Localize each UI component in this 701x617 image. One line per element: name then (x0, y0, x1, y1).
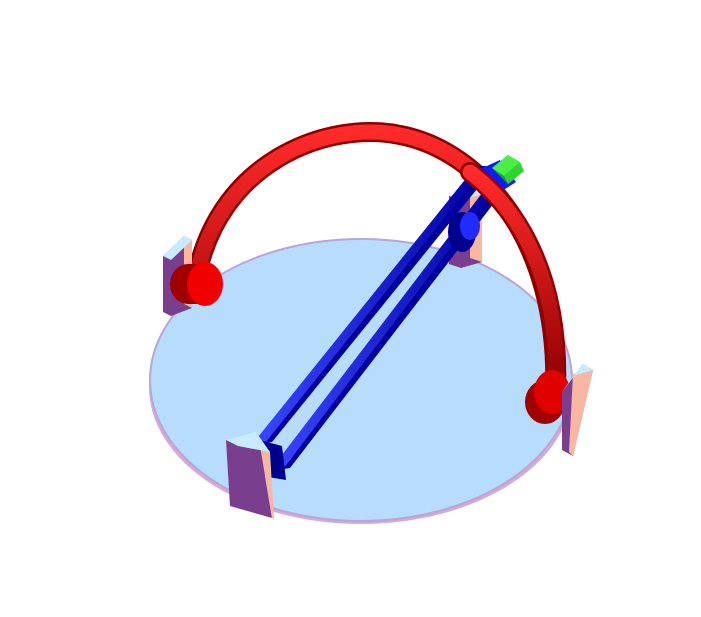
rod-assembly (254, 160, 516, 470)
post-front (226, 432, 274, 520)
end-block (492, 155, 524, 184)
arc-hub-left (170, 262, 223, 306)
arc-hub-right (525, 370, 570, 424)
post-right (562, 364, 593, 456)
